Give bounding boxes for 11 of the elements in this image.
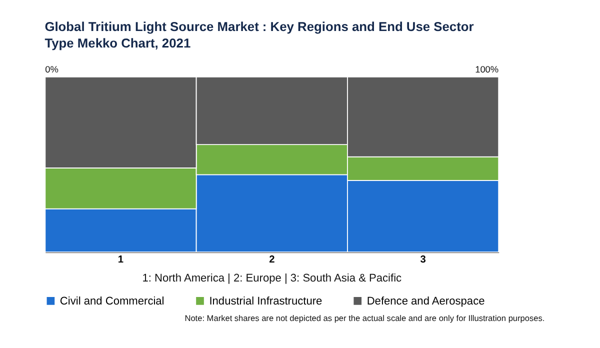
text: 100%	[475, 64, 499, 74]
legend-label: Industrial Infrastructure	[209, 296, 322, 308]
text: Note: Market shares are not depicted as per the actual scale and are only for Illustration purposes.	[184, 313, 545, 324]
x-tick-label: 1	[118, 254, 124, 266]
legend-label: Defence and Aerospace	[366, 296, 485, 308]
x-tick-label: 3	[420, 254, 426, 266]
chart-title: Global Tritium Light Source Market : Key Regions and End Use Sector Type Mekko Chart, 2021	[44, 18, 474, 50]
text: 0%	[45, 64, 58, 74]
x-tick-label: 2	[269, 254, 276, 266]
text: 1: North America | 2: Europe | 3: South Asia & Pacific	[142, 272, 402, 285]
legend-label: Civil and Commercial	[60, 296, 164, 308]
